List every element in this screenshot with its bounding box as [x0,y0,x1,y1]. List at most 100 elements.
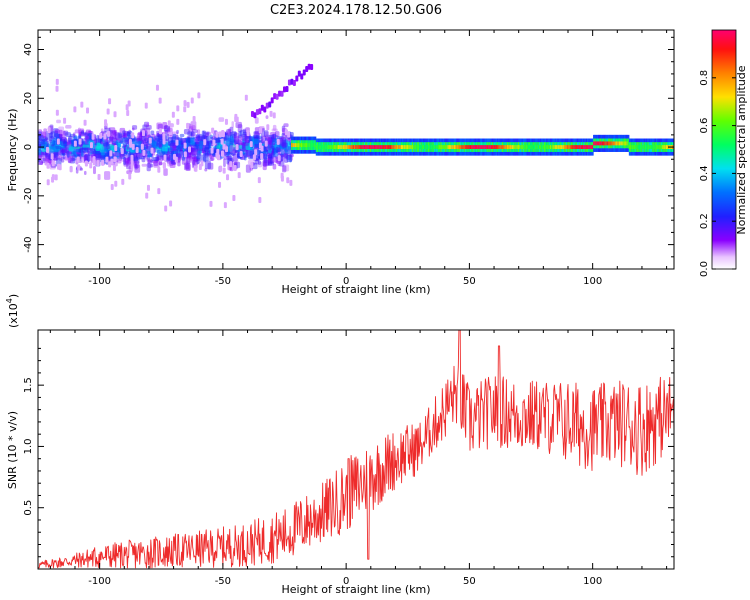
heat-blob [80,149,84,157]
heat-blob [238,131,242,139]
heat-blob [243,155,247,161]
heat-band-core [425,145,428,150]
heat-band-core [345,145,348,150]
heat-band-core [336,145,339,150]
heat-blob [223,155,230,160]
heat-blob [226,129,231,136]
heat-outlier [96,160,100,167]
heat-blob [108,137,115,143]
heat-band-core [554,145,557,150]
heat-band-core [410,145,413,150]
heat-blob [161,146,168,152]
heat-blob [267,152,273,161]
heat-blob [46,160,53,164]
heat-outlier [174,156,178,163]
heat-blob [119,134,123,138]
heat-blob [185,161,190,165]
heat-blob [79,131,85,137]
heat-blob [83,170,87,176]
heat-outlier [175,139,179,146]
heat-outlier [55,85,59,92]
heat-band-core [512,145,515,150]
heat-outlier [183,100,187,107]
snr-scale-label: (x104) [5,294,20,328]
heat-blob [209,134,213,140]
heat-band-core [585,145,588,150]
heat-blob [227,128,232,138]
heat-blob [253,131,260,139]
heat-blob [205,148,209,155]
heat-outlier [130,162,134,169]
heat-blob [189,157,196,161]
heat-band-core [644,145,647,150]
heat-outlier [146,184,150,191]
heat-blob [164,130,168,134]
heat-band-core [638,145,641,150]
heat-band-core [331,145,334,150]
colorbar-tick-label: 0.8 [699,70,710,86]
spectrogram-ylabel: Frequency (Hz) [6,109,19,192]
colorbar-tick-label: 0.6 [699,118,710,134]
heat-blob [152,139,156,147]
heat-band-core [413,145,415,150]
heat-band-core [546,145,549,150]
heat-outlier [235,144,239,151]
heat-blob [235,121,242,128]
heat-band-core [291,143,293,148]
heat-blob [282,164,290,172]
heat-band-core [313,143,316,148]
heat-band-core [521,145,524,150]
heat-blob [38,149,42,156]
heat-band-core [372,145,375,150]
heat-blob [164,125,170,133]
heat-blob [150,130,155,135]
heat-blob [197,129,201,138]
heat-blob [60,140,67,147]
heat-blob [141,163,147,167]
heat-blob [213,145,219,149]
heat-band-core [483,145,486,150]
heat-blob [83,155,88,162]
heat-blob [78,129,85,137]
heat-blob [141,157,146,163]
heat-blob [74,129,80,134]
heat-band-core [357,145,360,150]
y-tick-label: 0.5 [23,500,34,516]
heat-outlier [222,143,226,150]
heat-blob [238,134,241,142]
heat-band-core [294,143,297,148]
heat-outlier [211,127,215,134]
heat-blob [245,143,251,150]
heat-band-core [303,143,306,148]
heat-blob [192,150,197,156]
heat-streak [255,109,259,116]
heat-outlier [130,154,134,161]
colorbar [711,29,737,270]
heat-band-core [369,145,372,150]
y-tick-label: -20 [23,188,34,204]
heat-outlier [107,130,111,137]
heat-band-core [535,145,537,150]
heat-blob [79,167,84,171]
heat-blob [188,155,194,163]
heat-blob [182,137,188,142]
heat-band-core [581,145,584,150]
heat-outlier [266,124,270,131]
heat-blob [262,161,267,171]
heat-band-core [308,143,311,148]
heat-blob [133,155,140,164]
heat-outlier [244,94,248,101]
heat-blob [191,125,196,131]
heat-outlier [272,112,276,119]
heat-band-core [365,145,367,150]
heat-blob [157,155,164,162]
heat-outlier [101,159,105,166]
heat-blob [168,140,175,147]
heat-blob [39,161,44,165]
heat-blob [218,117,225,122]
heat-blob [267,161,273,166]
heat-blob [167,161,172,167]
heat-band-core [503,145,505,150]
heat-band-core [455,145,457,150]
y-tick-label: 0 [23,144,34,150]
